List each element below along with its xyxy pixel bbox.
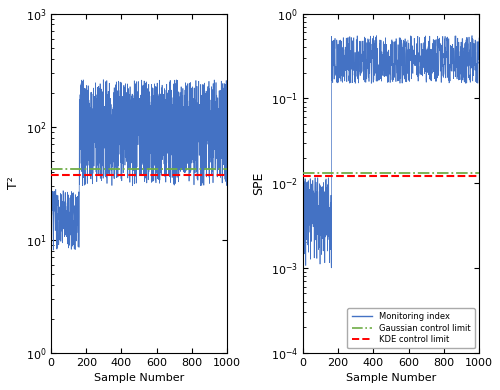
Y-axis label: T²: T² xyxy=(7,177,20,190)
X-axis label: Sample Number: Sample Number xyxy=(94,373,184,383)
Legend: Monitoring index, Gaussian control limit, KDE control limit: Monitoring index, Gaussian control limit… xyxy=(348,308,475,349)
Y-axis label: SPE: SPE xyxy=(252,171,265,195)
X-axis label: Sample Number: Sample Number xyxy=(346,373,436,383)
